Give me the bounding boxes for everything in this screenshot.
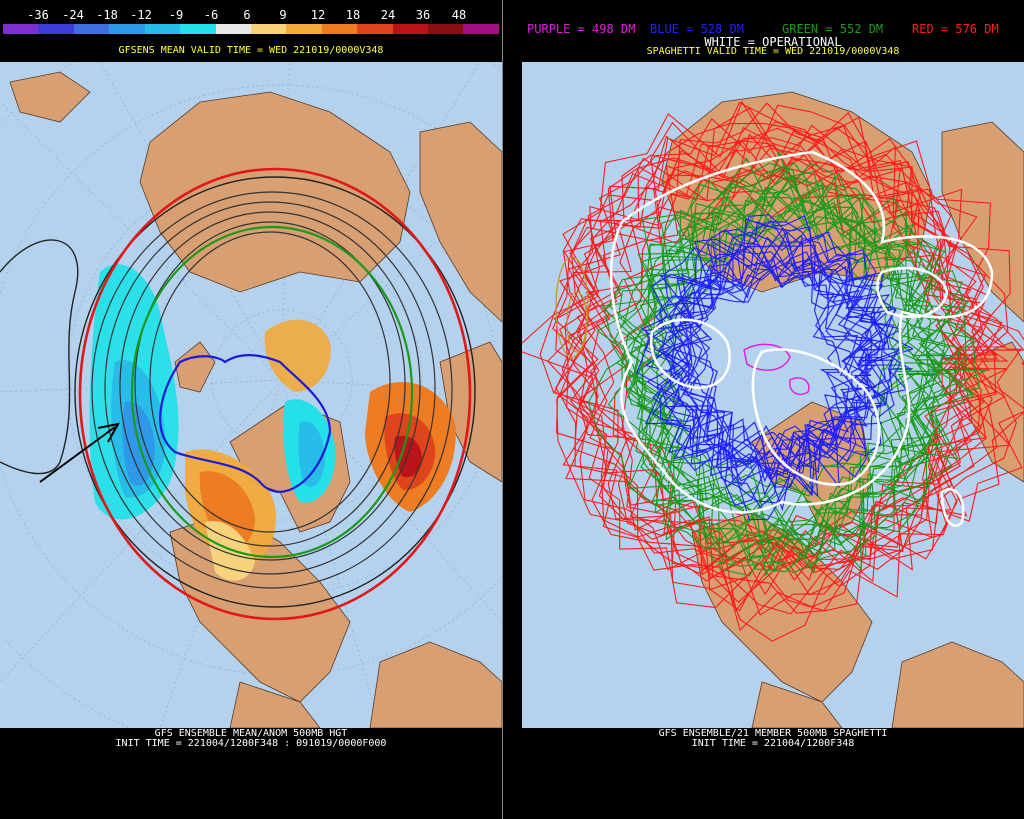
colorbar-swatch <box>73 24 110 34</box>
panel-divider <box>503 0 522 819</box>
colorbar-swatch <box>180 24 216 34</box>
right-valid-time-title: SPAGHETTI VALID TIME = WED 221019/0000V3… <box>646 46 900 57</box>
spaghetti-contour <box>661 234 884 462</box>
colorbar-swatch <box>463 24 499 34</box>
spaghetti-contour <box>590 129 984 596</box>
colorbar-label: 48 <box>451 8 467 22</box>
spaghetti-contour <box>670 244 893 483</box>
spaghetti-map-svg <box>522 62 1024 728</box>
colorbar-swatch <box>38 24 74 34</box>
spaghetti-contour <box>645 214 894 475</box>
colorbar-label: -6 <box>203 8 219 22</box>
colorbar-label: -12 <box>130 8 152 22</box>
colorbar-swatch <box>428 24 464 34</box>
operational-white-lines <box>609 150 994 528</box>
mean-map-svg <box>0 62 502 728</box>
colorbar-swatch <box>215 24 251 34</box>
spaghetti-legend: PURPLE = 498 DM BLUE = 528 DM GREEN = 55… <box>522 22 1024 36</box>
legend-blue: BLUE = 528 DM <box>650 22 744 36</box>
spaghetti-contour <box>561 181 985 576</box>
colorbar-label: 18 <box>345 8 361 22</box>
colorbar-swatch <box>286 24 322 34</box>
colorbar-label: 36 <box>415 8 431 22</box>
spaghetti-contour <box>640 162 941 528</box>
spaghetti-contour <box>669 219 873 478</box>
spaghetti-contour <box>660 227 901 496</box>
colorbar-swatch <box>3 24 39 34</box>
colorbar-label: -36 <box>27 8 49 22</box>
ensemble-mean-map <box>0 62 502 728</box>
colorbar-label: 6 <box>243 8 251 22</box>
spaghetti-contour <box>664 260 850 487</box>
right-product-name: GFS ENSEMBLE/21 MEMBER 500MB SPAGHETTI <box>658 728 888 739</box>
colorbar-label: -24 <box>62 8 84 22</box>
colorbar-label: 9 <box>279 8 287 22</box>
spaghetti-contour <box>670 242 873 488</box>
legend-purple: PURPLE = 498 DM <box>527 22 636 36</box>
colorbar-label: -9 <box>168 8 184 22</box>
spaghetti-contour <box>626 184 987 574</box>
colorbar-label: 24 <box>380 8 396 22</box>
spaghetti-contour <box>658 215 914 463</box>
colorbar-swatch <box>392 24 429 34</box>
left-valid-time-title: GFSENS MEAN VALID TIME = WED 221019/0000… <box>118 45 384 56</box>
legend-green: GREEN = 552 DM <box>782 22 884 36</box>
legend-white-operational: WHITE = OPERATIONAL <box>704 35 842 49</box>
legend-red: RED = 576 DM <box>912 22 999 36</box>
spaghetti-panel: PURPLE = 498 DM BLUE = 528 DM GREEN = 55… <box>522 0 1024 819</box>
spaghetti-contour <box>633 184 943 577</box>
left-product-name: GFS ENSEMBLE MEAN/ANOM 500MB HGT <box>154 728 348 739</box>
colorbar-label: 12 <box>310 8 326 22</box>
anomaly-colorbar <box>3 24 499 34</box>
ensemble-mean-panel: -36 -24 -18 -12 -9 -6 6 9 12 18 24 36 48… <box>0 0 504 819</box>
left-init-time: INIT TIME = 221004/1200F348 : 091019/000… <box>115 738 387 749</box>
colorbar-label: -18 <box>96 8 118 22</box>
spaghetti-contour <box>680 242 863 512</box>
colorbar-swatch <box>357 24 393 34</box>
colorbar-swatch <box>109 24 145 34</box>
spaghetti-contour <box>678 265 889 477</box>
spaghetti-contour <box>553 100 1011 632</box>
spaghetti-purple-lines <box>743 343 810 396</box>
right-init-time: INIT TIME = 221004/1200F348 <box>691 738 855 749</box>
colorbar-swatch <box>321 24 358 34</box>
colorbar-swatch <box>250 24 287 34</box>
spaghetti-blue-lines <box>636 214 914 521</box>
spaghetti-contour <box>621 179 966 541</box>
colorbar-labels: -36 -24 -18 -12 -9 -6 6 9 12 18 24 36 48 <box>0 8 502 22</box>
spaghetti-map <box>522 62 1024 728</box>
colorbar-swatch <box>144 24 181 34</box>
